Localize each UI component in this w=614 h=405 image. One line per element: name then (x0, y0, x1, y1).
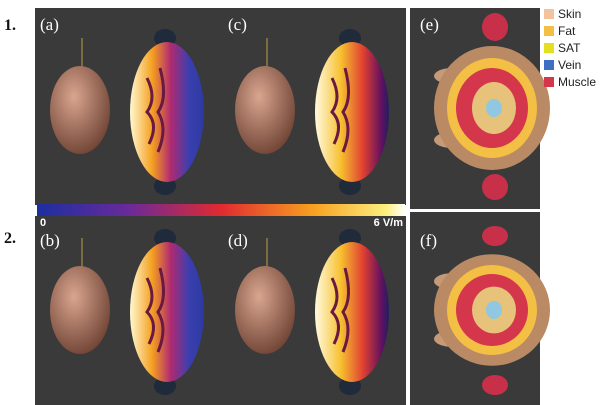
colorbar-min: 0 (40, 217, 46, 229)
panel-label: (b) (40, 231, 60, 250)
head (235, 266, 295, 354)
field-map (130, 242, 204, 382)
legend-label: SAT (558, 41, 581, 55)
field-map (315, 42, 389, 182)
legend-label: Fat (558, 24, 576, 38)
vessel (486, 99, 502, 117)
legend-swatch (544, 60, 554, 70)
head (235, 66, 295, 154)
figure: 1. 2. (a) (b) (c) (d) (e) (f) 0 6 V/m Sk… (0, 0, 614, 405)
legend-label: Muscle (558, 75, 596, 89)
colorbar-max: 6 V/m (374, 217, 404, 229)
legend-swatch (544, 26, 554, 36)
legend-swatch (544, 9, 554, 19)
head (50, 266, 110, 354)
legend-swatch (544, 43, 554, 53)
arm-section (482, 375, 508, 395)
panel-label: (a) (40, 15, 59, 34)
legend: Skin Fat SAT Vein Muscle (544, 7, 596, 89)
arm-section (482, 226, 508, 246)
arm-section (482, 174, 508, 200)
field-map (130, 42, 204, 182)
panel-label: (e) (420, 15, 439, 34)
row-label: 2. (4, 230, 16, 247)
head (50, 66, 110, 154)
legend-swatch (544, 77, 554, 87)
arm-section (482, 13, 508, 41)
field-map (315, 242, 389, 382)
panel-label: (c) (228, 15, 247, 34)
vessel (486, 301, 502, 319)
panel-label: (d) (228, 231, 248, 250)
legend-label: Skin (558, 7, 581, 21)
panel-label: (f) (420, 231, 437, 250)
legend-label: Vein (558, 58, 581, 72)
row-label: 1. (4, 17, 16, 34)
colorbar (37, 204, 405, 216)
